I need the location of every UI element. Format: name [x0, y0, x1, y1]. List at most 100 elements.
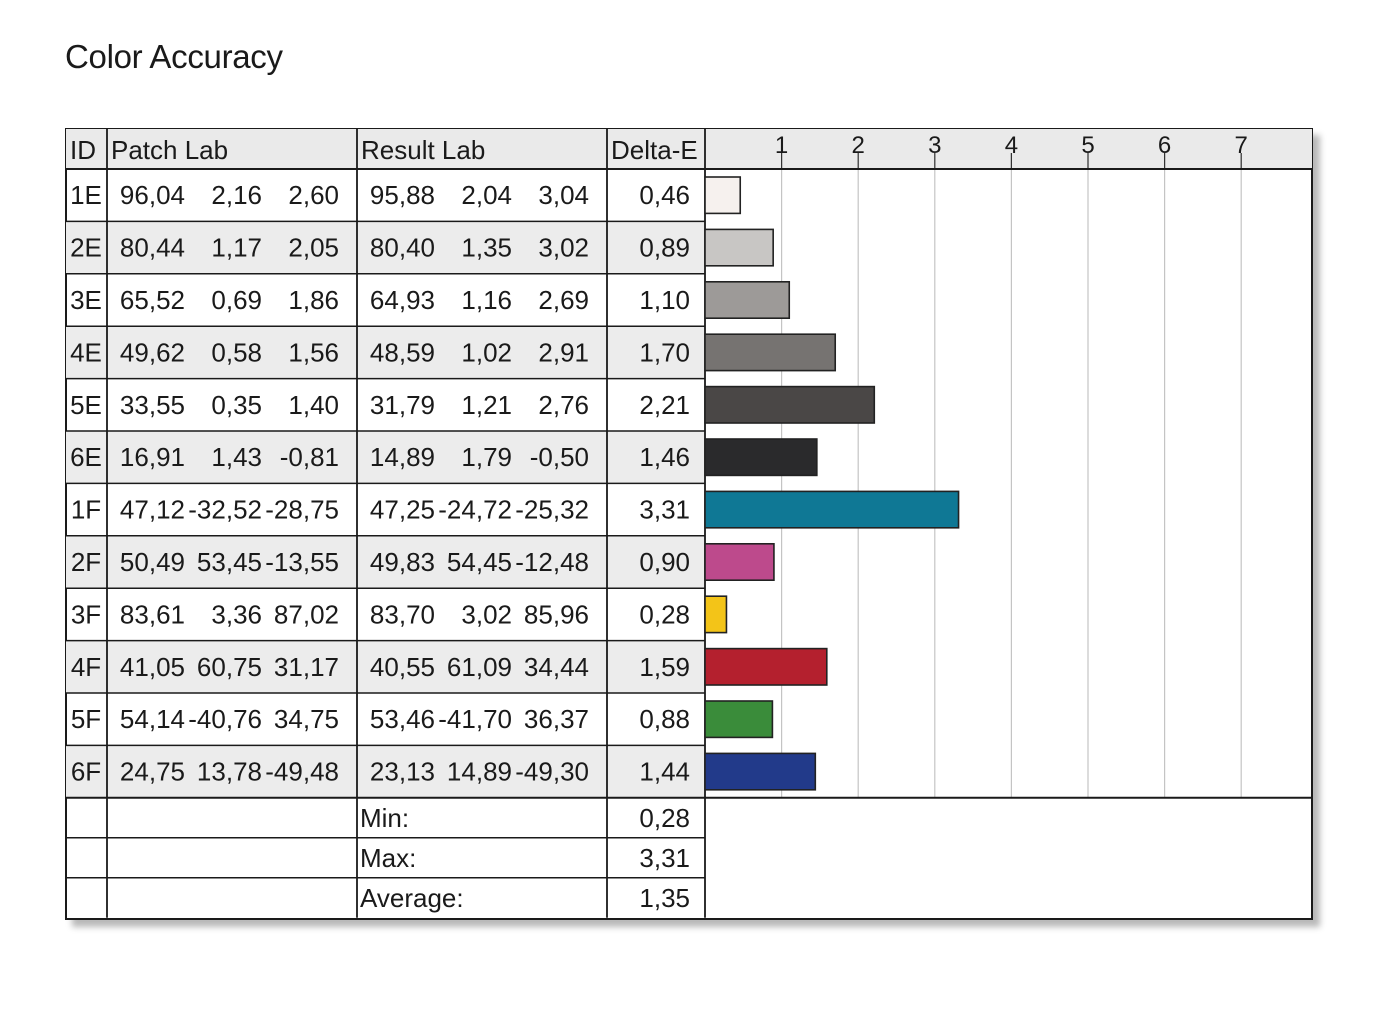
patch-lab-value: 33,55	[120, 390, 185, 420]
row-id: 6E	[70, 442, 102, 472]
result-lab-value: 23,13	[370, 757, 435, 787]
patch-lab-value: 60,75	[197, 652, 262, 682]
delta-e-bar	[704, 490, 960, 529]
column-header-patch-lab: Patch Lab	[111, 135, 228, 165]
result-lab-value: 1,35	[461, 233, 512, 263]
result-lab-value: 2,91	[538, 337, 589, 367]
patch-lab-value: -0,81	[280, 442, 339, 472]
result-lab-value: 31,79	[370, 390, 435, 420]
result-lab-value: 53,46	[370, 704, 435, 734]
result-lab-value: -24,72	[438, 495, 512, 525]
patch-lab-value: 0,58	[211, 337, 262, 367]
row-shade	[66, 745, 705, 798]
row-id: 5F	[71, 704, 101, 734]
patch-lab-value: 1,86	[288, 285, 339, 315]
x-tick-label: 6	[1158, 132, 1171, 159]
summary-label: Average:	[360, 883, 464, 913]
result-lab-value: 14,89	[447, 757, 512, 787]
result-lab-value: -12,48	[515, 547, 589, 577]
delta-e-bar	[704, 280, 791, 319]
result-lab-value: -0,50	[530, 442, 589, 472]
delta-e-value: 0,90	[639, 547, 690, 577]
delta-e-value: 2,21	[639, 390, 690, 420]
row-id: 2E	[70, 233, 102, 263]
row-id: 1E	[70, 180, 102, 210]
patch-lab-value: 50,49	[120, 547, 185, 577]
result-lab-value: 34,44	[524, 652, 589, 682]
x-tick-label: 2	[852, 132, 865, 159]
patch-lab-value: 1,40	[288, 390, 339, 420]
result-lab-value: 3,04	[538, 180, 589, 210]
patch-lab-value: 13,78	[197, 757, 262, 787]
delta-e-bar	[704, 228, 774, 267]
result-lab-value: 1,79	[461, 442, 512, 472]
x-tick-label: 4	[1005, 132, 1018, 159]
patch-lab-value: 83,61	[120, 599, 185, 629]
result-lab-value: 14,89	[370, 442, 435, 472]
patch-lab-value: 2,05	[288, 233, 339, 263]
patch-lab-value: -28,75	[265, 495, 339, 525]
patch-lab-value: 47,12	[120, 495, 185, 525]
result-lab-value: 47,25	[370, 495, 435, 525]
result-lab-value: 3,02	[538, 233, 589, 263]
summary-label: Max:	[360, 843, 416, 873]
result-lab-value: 54,45	[447, 547, 512, 577]
result-lab-value: 2,69	[538, 285, 589, 315]
patch-lab-value: 2,60	[288, 180, 339, 210]
column-header-id: ID	[70, 135, 96, 165]
result-lab-value: 95,88	[370, 180, 435, 210]
delta-e-bar	[704, 700, 774, 739]
row-id: 4E	[70, 337, 102, 367]
result-lab-value: 1,21	[461, 390, 512, 420]
row-shade	[66, 221, 705, 274]
row-id: 6F	[71, 757, 101, 787]
patch-lab-value: 96,04	[120, 180, 185, 210]
delta-e-value: 0,46	[639, 180, 690, 210]
delta-e-value: 1,59	[639, 652, 690, 682]
delta-e-bar	[704, 176, 742, 215]
result-lab-value: 64,93	[370, 285, 435, 315]
row-id: 3F	[71, 599, 101, 629]
row-shade	[66, 535, 705, 589]
patch-lab-value: 53,45	[197, 547, 262, 577]
delta-e-bar	[704, 333, 837, 372]
patch-lab-value: 31,17	[274, 652, 339, 682]
patch-lab-value: 2,16	[211, 180, 262, 210]
row-id: 5E	[70, 390, 102, 420]
result-lab-value: -49,30	[515, 757, 589, 787]
delta-e-bar	[704, 542, 775, 581]
summary-value: 3,31	[639, 843, 690, 873]
patch-lab-value: 24,75	[120, 757, 185, 787]
delta-e-value: 1,46	[639, 442, 690, 472]
x-tick-label: 7	[1235, 132, 1248, 159]
delta-e-value: 1,70	[639, 337, 690, 367]
result-lab-value: 2,04	[461, 180, 512, 210]
delta-e-value: 0,28	[639, 599, 690, 629]
x-tick-label: 5	[1081, 132, 1094, 159]
result-lab-value: -25,32	[515, 495, 589, 525]
summary-value: 0,28	[639, 803, 690, 833]
patch-lab-value: 0,69	[211, 285, 262, 315]
result-lab-value: 1,02	[461, 337, 512, 367]
result-lab-value: 83,70	[370, 599, 435, 629]
delta-e-value: 1,10	[639, 285, 690, 315]
patch-lab-value: 1,43	[211, 442, 262, 472]
row-shade	[66, 431, 705, 484]
patch-lab-value: 0,35	[211, 390, 262, 420]
delta-e-bar	[704, 752, 817, 791]
patch-lab-value: 1,17	[211, 233, 262, 263]
patch-lab-value: 49,62	[120, 337, 185, 367]
column-header-delta-e: Delta-E	[611, 135, 698, 165]
result-lab-value: 2,76	[538, 390, 589, 420]
patch-lab-value: -49,48	[265, 757, 339, 787]
result-lab-value: -41,70	[438, 704, 512, 734]
patch-lab-value: 54,14	[120, 704, 185, 734]
result-lab-value: 40,55	[370, 652, 435, 682]
result-lab-value: 3,02	[461, 599, 512, 629]
header-background	[66, 129, 1312, 169]
delta-e-bar	[704, 647, 828, 686]
patch-lab-value: 3,36	[211, 599, 262, 629]
row-id: 3E	[70, 285, 102, 315]
result-lab-value: 1,16	[461, 285, 512, 315]
delta-e-value: 1,44	[639, 757, 690, 787]
